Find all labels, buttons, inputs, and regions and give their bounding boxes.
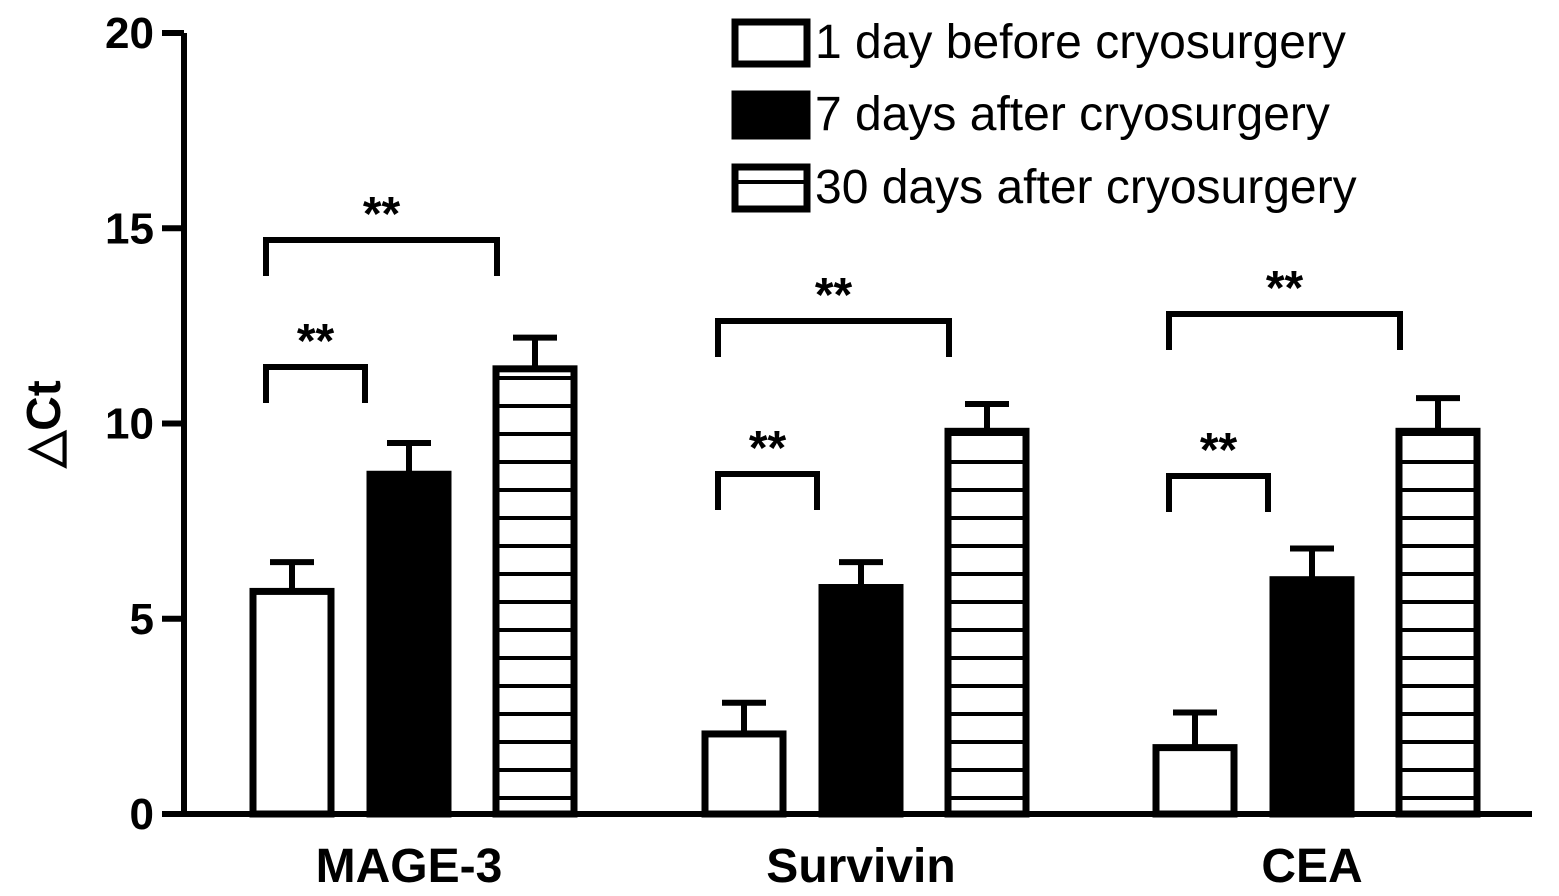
significance-bracket <box>263 237 500 276</box>
bar <box>249 587 335 818</box>
bars <box>249 334 1481 818</box>
legend-entry: 1 day before cryosurgery <box>815 16 1346 69</box>
legend-swatch <box>731 163 811 213</box>
significance-bracket <box>715 318 952 357</box>
legend: 1 day before cryosurgery 7 days after cry… <box>731 16 1357 214</box>
significance-label: ** <box>297 315 335 368</box>
y-tick-label: 10 <box>105 400 154 449</box>
y-tick-label: 5 <box>130 595 154 644</box>
x-category-label: CEA <box>1261 840 1362 893</box>
bar <box>1152 744 1238 818</box>
significance-bracket <box>263 364 368 403</box>
legend-entry: 7 days after cryosurgery <box>815 88 1330 141</box>
y-axis-label: △Ct <box>18 380 71 470</box>
legend-swatch <box>731 90 811 140</box>
y-tick-label: 0 <box>130 790 154 839</box>
bar <box>701 730 787 818</box>
x-category-label: MAGE-3 <box>316 840 503 893</box>
significance-bracket <box>715 471 820 510</box>
significance-label: ** <box>363 188 401 241</box>
significance-annotations: ** ** ** ** ** ** <box>263 188 1403 512</box>
y-tick-label: 15 <box>105 204 154 253</box>
legend-entry: 30 days after cryosurgery <box>815 161 1357 214</box>
bar <box>944 427 1030 818</box>
bar <box>1395 427 1481 818</box>
legend-swatch <box>731 18 811 68</box>
significance-label: ** <box>815 269 853 322</box>
significance-label: ** <box>749 422 787 475</box>
bar <box>1269 576 1355 818</box>
x-category-label: Survivin <box>766 840 955 893</box>
significance-bracket <box>1166 311 1403 350</box>
bar <box>366 470 452 818</box>
bar <box>818 584 904 818</box>
bar <box>492 365 578 818</box>
significance-label: ** <box>1200 424 1238 477</box>
y-tick-label: 20 <box>105 9 154 58</box>
significance-bracket <box>1166 473 1271 512</box>
significance-label: ** <box>1266 262 1304 315</box>
